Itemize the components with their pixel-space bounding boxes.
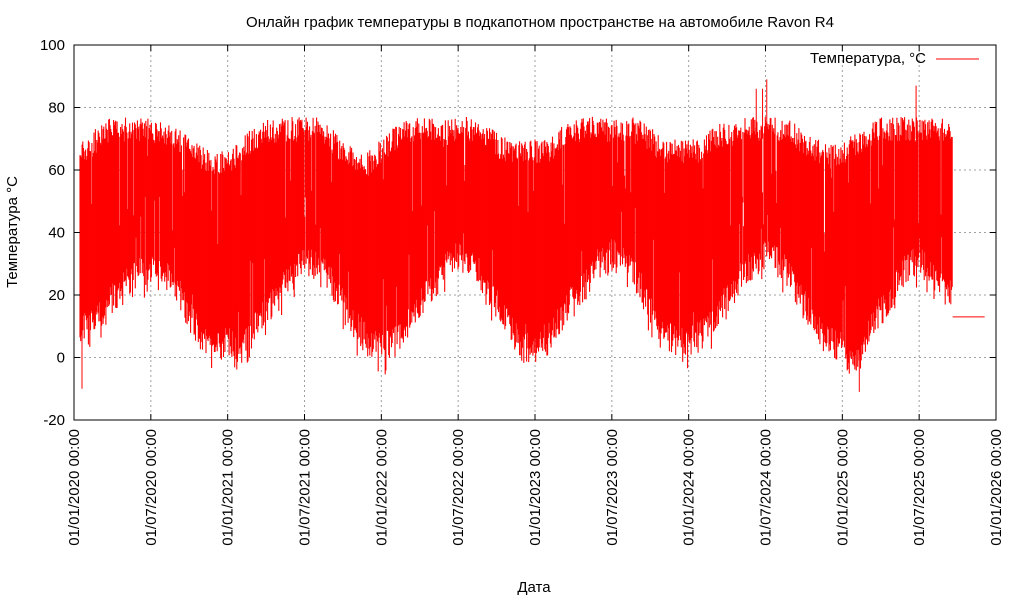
y-axis-label: Температура °C xyxy=(4,176,21,288)
y-tick-label: 0 xyxy=(57,350,65,367)
y-tick-label: 80 xyxy=(48,100,65,117)
x-tick-label: 01/07/2021 00:00 xyxy=(297,429,314,546)
x-tick-label: 01/01/2025 00:00 xyxy=(834,429,851,546)
x-tick-label: 01/07/2020 00:00 xyxy=(143,429,160,546)
y-tick-label: 60 xyxy=(48,162,65,179)
x-tick-label: 01/01/2021 00:00 xyxy=(220,429,237,546)
chart-title: Онлайн график температуры в подкапотном … xyxy=(246,14,834,31)
legend: Температура, °C xyxy=(810,50,979,67)
x-tick-label: 01/01/2020 00:00 xyxy=(66,429,83,546)
x-tick-label: 01/07/2022 00:00 xyxy=(450,429,467,546)
x-tick-label: 01/01/2023 00:00 xyxy=(527,429,544,546)
y-tick-label: -20 xyxy=(43,412,65,429)
axis-ticks: -20 0 20 40 60 80 100 01/01/2020 00:00 01/07/202… xyxy=(40,37,1005,546)
legend-label: Температура, °C xyxy=(810,50,926,67)
y-tick-label: 40 xyxy=(48,225,65,242)
y-tick-label: 100 xyxy=(40,37,65,54)
x-tick-label: 01/01/2026 00:00 xyxy=(988,429,1005,546)
x-tick-label: 01/07/2024 00:00 xyxy=(758,429,775,546)
x-axis-label: Дата xyxy=(517,579,551,596)
temperature-series xyxy=(79,79,985,392)
x-tick-label: 01/07/2023 00:00 xyxy=(604,429,621,546)
x-tick-label: 01/01/2022 00:00 xyxy=(373,429,390,546)
x-tick-label: 01/01/2024 00:00 xyxy=(681,429,698,546)
y-tick-label: 20 xyxy=(48,287,65,304)
x-tick-label: 01/07/2025 00:00 xyxy=(911,429,928,546)
